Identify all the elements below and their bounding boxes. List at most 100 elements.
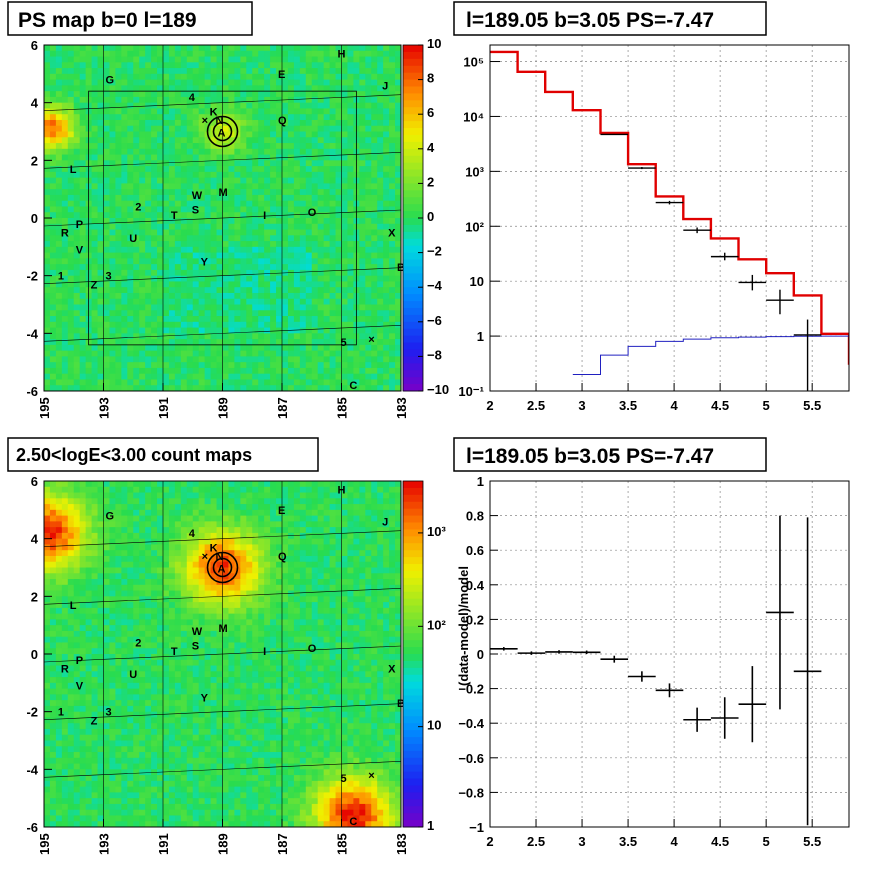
map-pixel: [121, 769, 128, 776]
map-pixel: [246, 298, 253, 306]
map-pixel: [109, 229, 116, 236]
map-pixel: [49, 636, 57, 644]
map-pixel: [240, 316, 247, 323]
map-pixel: [163, 189, 170, 196]
map-pixel: [168, 125, 176, 133]
map-pixel: [240, 229, 247, 236]
map-pixel: [359, 160, 366, 167]
map-pixel: [55, 630, 63, 638]
map-pixel: [240, 177, 247, 184]
map-pixel: [347, 114, 354, 121]
map-pixel: [210, 96, 218, 104]
map-pixel: [44, 763, 51, 770]
map-pixel: [305, 177, 313, 184]
map-pixel: [115, 125, 122, 133]
map-pixel: [371, 143, 378, 150]
map-pixel: [389, 258, 396, 265]
map-pixel: [97, 682, 105, 690]
map-pixel: [139, 85, 146, 92]
map-pixel: [121, 555, 128, 563]
map-pixel: [145, 177, 152, 184]
map-pixel: [293, 200, 301, 208]
map-pixel: [163, 757, 170, 765]
map-pixel: [299, 200, 307, 208]
map-pixel: [389, 362, 396, 369]
map-pixel: [121, 154, 128, 161]
map-pixel: [145, 189, 152, 196]
map-pixel: [186, 45, 194, 52]
map-pixel: [168, 310, 176, 317]
map-pixel: [359, 287, 366, 294]
map-pixel: [180, 321, 188, 329]
map-pixel: [109, 636, 116, 644]
map-pixel: [168, 619, 176, 626]
map-pixel: [276, 177, 283, 184]
map-pixel: [246, 218, 253, 225]
map-pixel: [252, 194, 259, 202]
map-pixel: [133, 815, 140, 822]
map-pixel: [276, 171, 283, 179]
map-pixel: [73, 258, 81, 265]
map-pixel: [55, 705, 63, 713]
map-pixel: [246, 269, 253, 277]
map-pixel: [109, 56, 116, 63]
map-pixel: [127, 362, 134, 369]
map-pixel: [151, 137, 158, 144]
map-pixel: [204, 379, 212, 386]
map-pixel: [234, 373, 241, 381]
map-pixel: [240, 373, 247, 381]
map-pixel: [222, 223, 230, 231]
map-pixel: [371, 166, 378, 173]
map-pixel: [157, 561, 164, 569]
map-pixel: [174, 160, 182, 167]
map-pixel: [103, 590, 111, 597]
map-pixel: [55, 183, 63, 190]
map-pixel: [258, 171, 265, 179]
map-pixel: [61, 648, 69, 655]
map-pixel: [67, 717, 75, 724]
map-pixel: [323, 241, 331, 248]
map-pixel: [121, 183, 128, 190]
map-pixel: [133, 258, 140, 265]
map-pixel: [91, 350, 99, 357]
map-pixel: [186, 62, 194, 69]
map-pixel: [139, 62, 146, 69]
map-pixel: [73, 304, 81, 311]
map-pixel: [133, 68, 140, 75]
map-pixel: [61, 584, 69, 592]
map-pixel: [258, 96, 265, 104]
map-pixel: [252, 379, 259, 386]
map-pixel: [133, 515, 140, 522]
map-pixel: [204, 143, 212, 150]
map-pixel: [109, 821, 116, 827]
map-pixel: [139, 56, 146, 63]
map-pixel: [91, 532, 99, 540]
map-pixel: [264, 143, 271, 150]
map-pixel: [145, 648, 152, 655]
map-pixel: [44, 579, 51, 586]
map-pixel: [163, 746, 170, 753]
map-pixel: [115, 200, 122, 208]
map-pixel: [49, 183, 57, 190]
map-pixel: [157, 682, 164, 690]
map-pixel: [109, 515, 116, 522]
map-pixel: [395, 350, 401, 357]
map-pixel: [55, 212, 63, 219]
map-pixel: [228, 143, 235, 150]
map-pixel: [61, 79, 69, 86]
map-pixel: [133, 671, 140, 678]
map-pixel: [73, 264, 81, 271]
map-pixel: [91, 665, 99, 672]
map-pixel: [323, 339, 331, 346]
grid-line-latitude: [43, 209, 402, 227]
map-pixel: [341, 96, 349, 104]
map-pixel: [91, 538, 99, 546]
map-pixel: [174, 316, 182, 323]
map-pixel: [198, 206, 206, 213]
map-pixel: [395, 91, 401, 98]
map-pixel: [210, 379, 218, 386]
map-pixel: [55, 723, 63, 730]
map-pixel: [91, 119, 99, 127]
map-pixel: [145, 728, 152, 736]
map-pixel: [198, 143, 206, 150]
